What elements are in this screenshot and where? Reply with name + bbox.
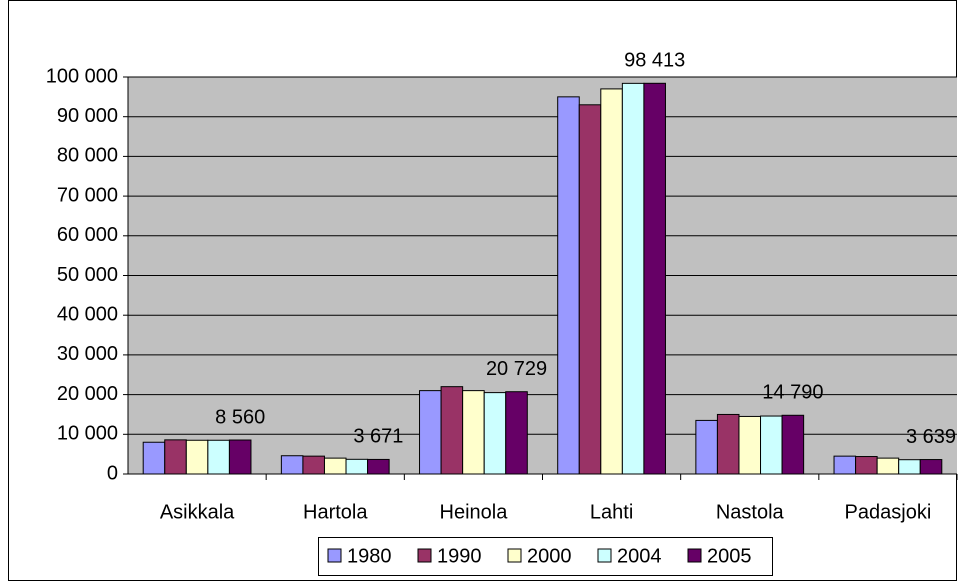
y-tick-label: 40 000: [57, 303, 118, 325]
y-tick-label: 0: [107, 462, 118, 484]
bar: [716, 413, 740, 475]
data-label: 3 671: [353, 426, 403, 448]
y-tick-label: 80 000: [57, 145, 118, 167]
bar: [621, 82, 645, 475]
legend-swatch: [597, 548, 612, 563]
x-tick-label: Nastola: [716, 501, 785, 523]
bar: [302, 455, 325, 475]
bar: [738, 415, 762, 475]
y-tick-label: 30 000: [57, 343, 118, 365]
x-tick-label: Hartola: [303, 501, 368, 523]
bar: [142, 441, 166, 475]
bar: [833, 455, 857, 475]
bar: [898, 459, 921, 475]
bar: [643, 82, 666, 475]
legend-swatch: [507, 548, 522, 563]
x-tick-label: Padasjoki: [845, 501, 932, 523]
data-label: 8 560: [215, 406, 265, 428]
y-tick-label: 60 000: [57, 224, 118, 246]
data-label: 20 729: [486, 358, 547, 380]
bar: [557, 96, 580, 475]
legend-swatch: [417, 548, 432, 563]
y-tick-label: 70 000: [57, 184, 118, 206]
bar: [228, 439, 252, 475]
legend-label: 2004: [617, 545, 662, 567]
legend-swatch: [687, 548, 702, 563]
bar: [695, 419, 718, 475]
bar: [781, 414, 805, 475]
data-label: 14 790: [762, 382, 823, 404]
y-tick-label: 50 000: [57, 264, 118, 286]
bar: [505, 391, 528, 475]
data-label: 98 413: [624, 50, 685, 72]
y-tick-label: 100 000: [46, 65, 118, 87]
bar: [280, 455, 304, 475]
bar: [185, 439, 209, 475]
bar: [207, 439, 230, 475]
bar: [440, 386, 464, 475]
bar: [164, 439, 187, 475]
legend-swatch: [327, 548, 342, 563]
x-tick-label: Lahti: [590, 501, 633, 523]
bar: [855, 456, 878, 475]
bar: [419, 390, 442, 475]
x-tick-label: Heinola: [440, 501, 509, 523]
y-tick-label: 10 000: [57, 423, 118, 445]
bar: [578, 104, 602, 475]
bar: [600, 88, 623, 475]
y-tick-label: 20 000: [57, 383, 118, 405]
legend-label: 1990: [437, 545, 482, 567]
bar: [760, 415, 783, 475]
data-label: 3 639: [906, 426, 956, 448]
bar: [483, 392, 507, 475]
legend-label: 2005: [707, 545, 752, 567]
bar: [876, 457, 900, 475]
legend-label: 2000: [527, 545, 572, 567]
bar: [919, 459, 943, 475]
x-tick-label: Asikkala: [160, 501, 235, 523]
bar: [323, 457, 347, 475]
bar: [462, 390, 485, 475]
y-tick-label: 90 000: [57, 105, 118, 127]
bar: [345, 458, 369, 475]
legend-label: 1980: [347, 545, 392, 567]
bar: [367, 458, 390, 475]
